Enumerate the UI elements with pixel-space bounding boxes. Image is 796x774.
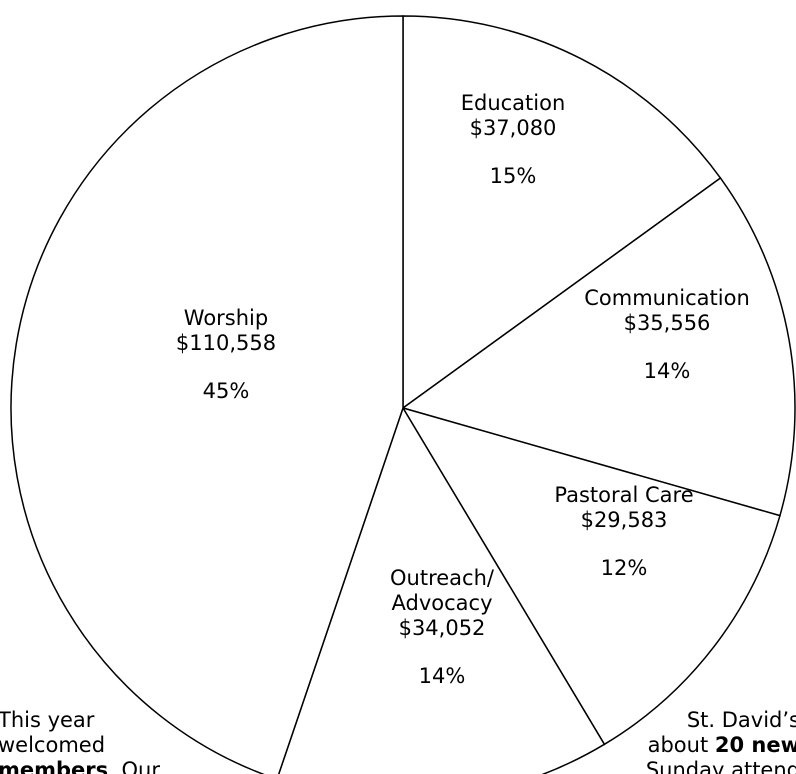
slice-percent: 14% [644, 359, 691, 383]
text-run: . Our [108, 758, 160, 774]
slice-value: $34,052 [399, 616, 486, 640]
slice-label: Education [461, 91, 566, 115]
text-run: 20 new [715, 733, 796, 757]
text-run: members [0, 758, 108, 774]
slice-label: Outreach/ [390, 566, 495, 590]
pie-slice [277, 406, 606, 774]
slice-percent: 12% [601, 556, 648, 580]
text-run: welcomed [0, 733, 105, 757]
text-run: St. David’s [687, 708, 796, 732]
body-text: Sunday attend [646, 758, 796, 774]
slice-value: $110,558 [176, 331, 276, 355]
slice-percent: 15% [490, 164, 537, 188]
slice-value: $37,080 [470, 116, 557, 140]
text-run: Sunday attend [646, 758, 796, 774]
body-text: about 20 new [648, 733, 796, 757]
slice-percent: 14% [419, 664, 466, 688]
slice-label: Pastoral Care [554, 483, 693, 507]
slice-value: $35,556 [624, 311, 711, 335]
pie-slice [402, 15, 722, 410]
text-run: about [648, 733, 715, 757]
body-text: This year [0, 708, 95, 732]
pie-slice [401, 406, 781, 746]
text-run: This year [0, 708, 95, 732]
pie-slice [10, 15, 404, 774]
slice-label: Advocacy [392, 591, 493, 615]
slice-label: Communication [584, 286, 750, 310]
body-text: welcomed [0, 733, 105, 757]
slice-value: $29,583 [581, 508, 668, 532]
slice-percent: 45% [203, 379, 250, 403]
pie-slice [401, 176, 796, 517]
body-text: St. David’s [687, 708, 796, 732]
body-text: members. Our [0, 758, 160, 774]
slice-label: Worship [184, 306, 268, 330]
